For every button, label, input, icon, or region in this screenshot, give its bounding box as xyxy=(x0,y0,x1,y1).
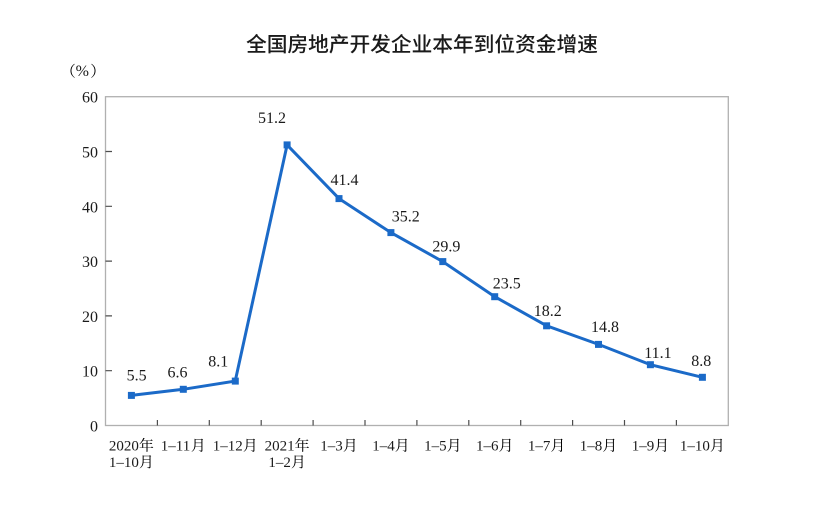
svg-text:1–6: 1–6 xyxy=(476,439,499,455)
svg-text:18.2: 18.2 xyxy=(534,303,562,320)
svg-text:20: 20 xyxy=(82,309,98,326)
svg-text:1–2: 1–2 xyxy=(268,455,291,471)
svg-text:23.5: 23.5 xyxy=(493,275,521,292)
svg-text:50: 50 xyxy=(82,145,98,162)
svg-text:8.1: 8.1 xyxy=(208,354,228,371)
svg-text:14.8: 14.8 xyxy=(591,319,619,336)
svg-text:30: 30 xyxy=(82,254,98,271)
svg-text:11.1: 11.1 xyxy=(644,345,671,362)
svg-text:1–8: 1–8 xyxy=(580,439,603,455)
svg-text:8.8: 8.8 xyxy=(691,353,711,370)
svg-text:1–3: 1–3 xyxy=(320,439,343,455)
svg-text:1–10: 1–10 xyxy=(109,455,139,471)
svg-text:2020: 2020 xyxy=(109,439,139,455)
svg-text:1–7: 1–7 xyxy=(528,439,551,455)
svg-text:5.5: 5.5 xyxy=(127,367,147,384)
svg-text:41.4: 41.4 xyxy=(331,172,359,189)
svg-text:2021: 2021 xyxy=(265,439,295,455)
svg-text:1–4: 1–4 xyxy=(372,439,395,455)
svg-text:1–12: 1–12 xyxy=(213,439,243,455)
svg-text:60: 60 xyxy=(82,90,98,107)
svg-text:29.9: 29.9 xyxy=(432,239,460,256)
svg-text:35.2: 35.2 xyxy=(392,209,420,226)
svg-text:1–5: 1–5 xyxy=(424,439,447,455)
svg-text:0: 0 xyxy=(90,419,98,436)
svg-text:10: 10 xyxy=(82,364,98,381)
svg-text:1–11: 1–11 xyxy=(161,439,190,455)
svg-text:6.6: 6.6 xyxy=(168,365,188,382)
svg-text:40: 40 xyxy=(82,199,98,216)
svg-text:1–10: 1–10 xyxy=(680,439,710,455)
svg-text:51.2: 51.2 xyxy=(258,110,286,127)
svg-text:%: % xyxy=(76,63,89,80)
svg-text:1–9: 1–9 xyxy=(632,439,655,455)
